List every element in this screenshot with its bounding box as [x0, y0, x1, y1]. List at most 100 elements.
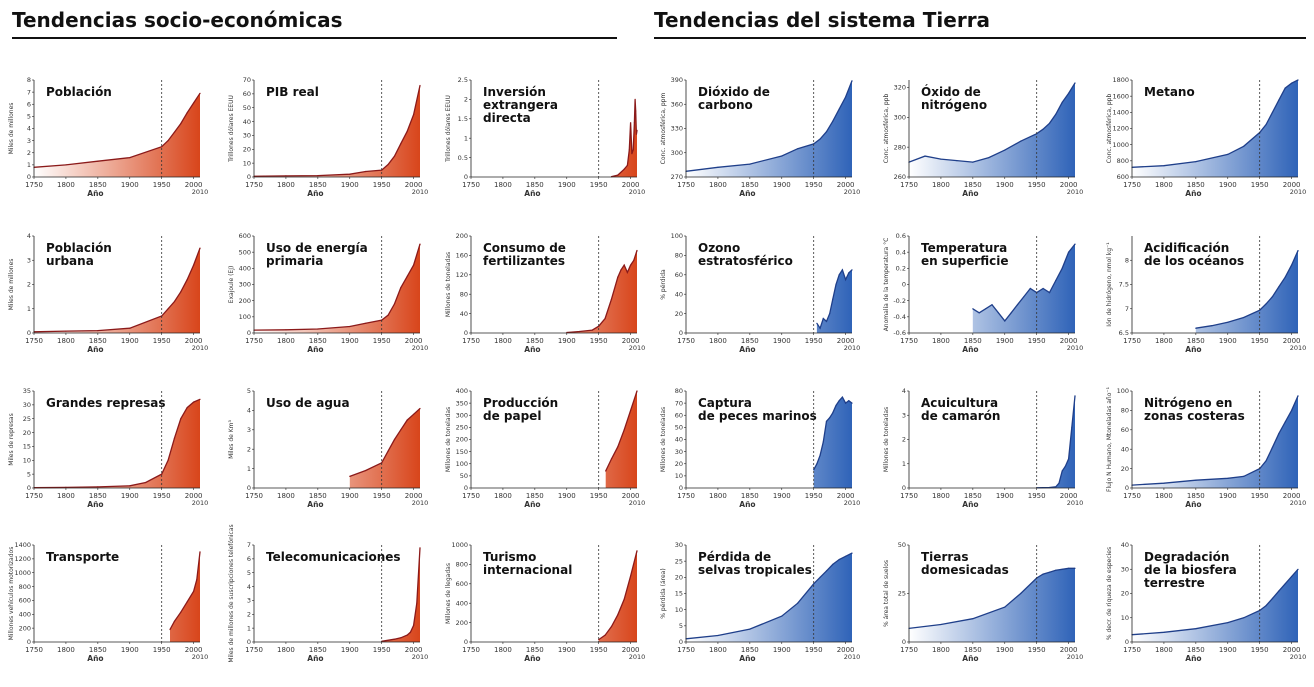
- x-tick-label: 1900: [773, 337, 791, 345]
- y-tick-label: 500: [239, 248, 251, 256]
- data-point: [829, 417, 831, 419]
- chart-title: selvas tropicales: [698, 563, 812, 577]
- chart-svg: 270 300 330 360 390 1750 1800 1850 1900 1950 20002…: [660, 76, 860, 198]
- chart-svg: 0 200 400 600 800 1000 1750 1800 1850 1900 1950 200…: [445, 541, 645, 663]
- y-axis-label: Millones de toneladas: [883, 407, 890, 472]
- data-point: [180, 123, 182, 125]
- x-tick-label: 1850: [964, 492, 982, 500]
- data-point: [940, 623, 942, 626]
- data-point: [196, 579, 198, 581]
- data-point: [400, 143, 402, 145]
- data-point: [1163, 482, 1165, 484]
- y-tick-label: 360: [671, 100, 683, 108]
- x-tick-label: 1950: [1028, 646, 1046, 654]
- x-tick-label: 1750: [1123, 181, 1141, 189]
- x-tick-label: 1950: [590, 181, 608, 189]
- y-tick-label: 3: [27, 137, 31, 145]
- data-point: [1297, 395, 1299, 397]
- data-point: [1061, 101, 1063, 103]
- socioeconomic-section-rule: [12, 37, 617, 39]
- data-point: [1297, 79, 1299, 81]
- series-area: [816, 269, 852, 333]
- y-tick-label: -0.2: [893, 297, 906, 305]
- data-point: [199, 398, 201, 400]
- y-tick-label: 270: [671, 173, 683, 181]
- data-point: [851, 402, 853, 404]
- x-tick-label: 1900: [1219, 492, 1237, 500]
- series-line: [685, 552, 853, 640]
- x-tick-label: 1750: [245, 646, 263, 654]
- data-point: [1061, 470, 1063, 472]
- y-axis-label: % área total de suelos: [883, 560, 890, 627]
- data-point: [349, 325, 351, 328]
- data-point: [972, 161, 974, 163]
- data-point: [819, 138, 821, 140]
- x-end-label: 2010: [1290, 188, 1307, 196]
- y-tick-label: 4: [902, 387, 906, 395]
- y-tick-label: 0: [464, 484, 468, 492]
- x-tick-label: 2000: [622, 492, 640, 500]
- data-point: [1055, 279, 1057, 282]
- data-point: [406, 419, 408, 421]
- y-tick-label: 60: [675, 411, 683, 419]
- y-tick-label: 150: [456, 448, 468, 456]
- x-tick-label: 1800: [277, 181, 295, 189]
- data-point: [838, 108, 840, 110]
- x-tick-label: 1850: [741, 337, 759, 345]
- series-area: [598, 550, 637, 642]
- x-tick-label: 1750: [1123, 646, 1141, 654]
- x-axis-label: Año: [962, 345, 978, 354]
- y-tick-label: 1: [464, 134, 468, 142]
- y-tick-label: 1200: [14, 555, 31, 563]
- x-tick-label: 1750: [900, 337, 918, 345]
- chart-title: Metano: [1144, 85, 1195, 99]
- chart-metano: 600 800 1000 1200 1400 1600 1800 1750 1800 1850 19…: [1098, 72, 1308, 222]
- chart-title: extrangera: [483, 98, 558, 112]
- chart-title: fertilizantes: [483, 254, 565, 268]
- y-tick-label: 0: [679, 638, 683, 646]
- y-tick-label: 8: [27, 76, 31, 84]
- chart-transporte: 0 200 400 600 800 1000 1200 1400 1750 1800 1850 190…: [0, 537, 210, 687]
- data-point: [1265, 460, 1267, 462]
- data-point: [591, 329, 593, 331]
- data-point: [1284, 87, 1286, 89]
- chart-acidificacion-de-los-oceanos: 6.5 7 7.5 8 1750 1800 1850 1900 1950 2000 2010 Año I…: [1098, 228, 1308, 378]
- y-tick-label: 330: [671, 125, 683, 133]
- data-point: [956, 160, 958, 162]
- data-point: [604, 634, 606, 636]
- y-tick-label: 5: [679, 622, 683, 630]
- data-point: [387, 450, 389, 452]
- data-point: [841, 396, 843, 398]
- data-point: [819, 454, 821, 456]
- y-tick-label: 40: [460, 310, 468, 318]
- y-tick-label: 20: [243, 145, 251, 153]
- chart-title: Captura: [698, 396, 752, 410]
- series-line: [253, 243, 421, 331]
- data-point: [161, 473, 163, 475]
- x-end-label: 2010: [412, 499, 429, 507]
- data-point: [848, 272, 850, 274]
- chart-title: Nitrógeno en: [1144, 396, 1232, 410]
- data-point: [1243, 617, 1245, 619]
- y-axis-label: Miles de millones de suscripciones telef…: [228, 524, 235, 662]
- x-tick-label: 2000: [1060, 492, 1078, 500]
- series-area: [909, 568, 1075, 642]
- chart-ozono-estratosferico: 0 20 40 60 80 100 1750 1800 1850 1900 1950 2000 2010…: [652, 228, 862, 378]
- data-point: [393, 438, 396, 441]
- data-point: [610, 298, 613, 300]
- x-tick-label: 1950: [153, 181, 171, 189]
- x-end-label: 2010: [1290, 344, 1307, 352]
- series-area: [611, 99, 637, 177]
- chart-svg: 0 100 200 300 400 500 600 1750 1800 1850 1900 1950 2…: [228, 232, 428, 354]
- y-tick-label: 20: [1121, 465, 1129, 473]
- x-tick-label: 1900: [558, 181, 576, 189]
- x-tick-label: 1950: [153, 492, 171, 500]
- x-tick-label: 2000: [405, 492, 423, 500]
- x-tick-label: 1750: [677, 337, 695, 345]
- y-tick-label: 25: [23, 415, 31, 423]
- y-tick-label: 1400: [14, 541, 31, 549]
- data-point: [1055, 113, 1057, 115]
- chart-svg: 600 800 1000 1200 1400 1600 1800 1750 1800 1850 19…: [1106, 76, 1307, 198]
- chart-title: Consumo de: [483, 241, 566, 255]
